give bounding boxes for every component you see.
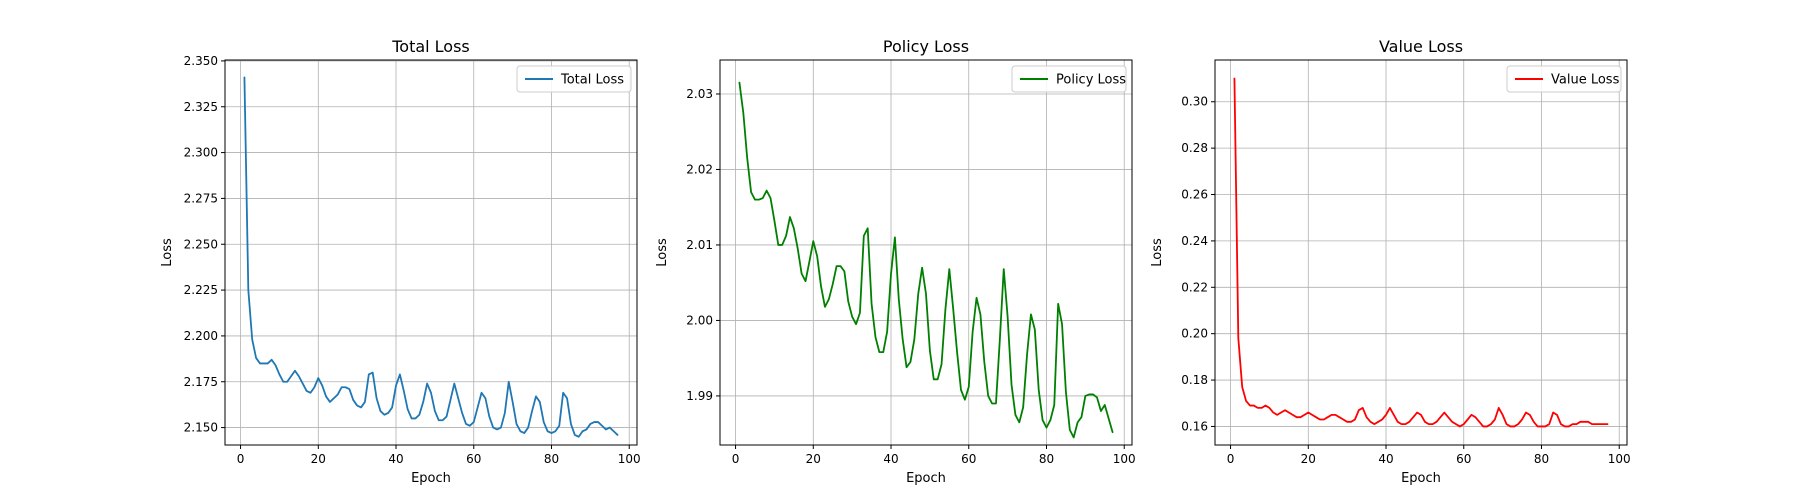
axes-frame [719,59,1133,446]
y-tick-label: 0.16 [1181,419,1208,433]
y-tick-label: 0.28 [1181,141,1208,155]
x-tick-label: 80 [1039,452,1054,466]
y-tick-label: 2.00 [686,313,713,327]
y-tick-label: 0.30 [1181,95,1208,109]
y-tick-label: 0.20 [1181,327,1208,341]
chart-title: Policy Loss [883,37,969,56]
x-tick-label: 0 [237,452,245,466]
y-tick-label: 2.175 [184,375,218,389]
x-tick-label: 0 [732,452,740,466]
y-tick-label: 2.225 [184,283,218,297]
y-tick-label: 1.99 [686,389,713,403]
x-tick-label: 60 [961,452,976,466]
x-axis-label: Epoch [906,471,946,486]
y-tick-label: 2.325 [184,100,218,114]
chart-title: Value Loss [1379,37,1463,56]
y-axis-label: Loss [160,238,175,267]
y-tick-label: 0.24 [1181,234,1208,248]
x-tick-label: 80 [544,452,559,466]
legend-box [516,65,632,93]
legend-label: Total Loss [560,73,624,88]
x-tick-label: 60 [466,452,481,466]
x-tick-label: 80 [1534,452,1549,466]
axes-frame [224,59,638,446]
x-tick-label: 20 [1301,452,1316,466]
legend: Policy Loss [1011,65,1127,93]
subplot-2: 0 20 40 60 80 100 0.16 0.18 0.20 0.22 0.24 0.26 0.28… [1150,37,1631,486]
y-tick-label: 2.300 [184,146,218,160]
y-tick-label: 2.250 [184,237,218,251]
subplots: 0 20 40 60 80 100 2.150 2.175 2.200 2.225 2.250 2.2… [160,37,1631,486]
series-line-0 [243,76,619,438]
x-axis-label: Epoch [1401,471,1441,486]
y-tick-label: 0.18 [1181,373,1208,387]
x-tick-label: 20 [311,452,326,466]
y-tick-label: 0.26 [1181,188,1208,202]
y-tick-label: 2.02 [686,162,713,176]
y-tick-label: 2.01 [686,238,713,252]
x-tick-label: 20 [806,452,821,466]
series-line-0 [1233,77,1609,428]
x-tick-label: 40 [388,452,403,466]
legend-label: Value Loss [1551,73,1620,88]
y-tick-label: 2.350 [184,54,218,68]
y-tick-label: 2.275 [184,191,218,205]
x-tick-label: 100 [1608,452,1631,466]
y-tick-label: 2.200 [184,329,218,343]
y-tick-label: 2.150 [184,421,218,435]
legend: Total Loss [516,65,632,93]
y-axis-label: Loss [1150,238,1165,267]
chart-title: Total Loss [391,37,470,56]
legend-box [1506,65,1622,93]
legend-label: Policy Loss [1056,73,1126,88]
x-tick-label: 40 [1378,452,1393,466]
x-tick-label: 100 [1113,452,1136,466]
subplot-0: 0 20 40 60 80 100 2.150 2.175 2.200 2.225 2.250 2.2… [160,37,641,486]
y-tick-label: 2.03 [686,87,713,101]
x-axis-label: Epoch [411,471,451,486]
x-tick-label: 60 [1456,452,1471,466]
y-tick-label: 0.22 [1181,280,1208,294]
series-line-0 [738,81,1114,439]
subplot-1: 0 20 40 60 80 100 1.99 2.00 2.01 2.02 2.03 Policy L… [655,37,1136,486]
axes-frame [1214,59,1628,446]
legend-box [1011,65,1127,93]
x-tick-label: 40 [883,452,898,466]
y-axis-label: Loss [655,238,670,267]
x-tick-label: 100 [618,452,641,466]
legend: Value Loss [1506,65,1622,93]
x-tick-label: 0 [1227,452,1235,466]
